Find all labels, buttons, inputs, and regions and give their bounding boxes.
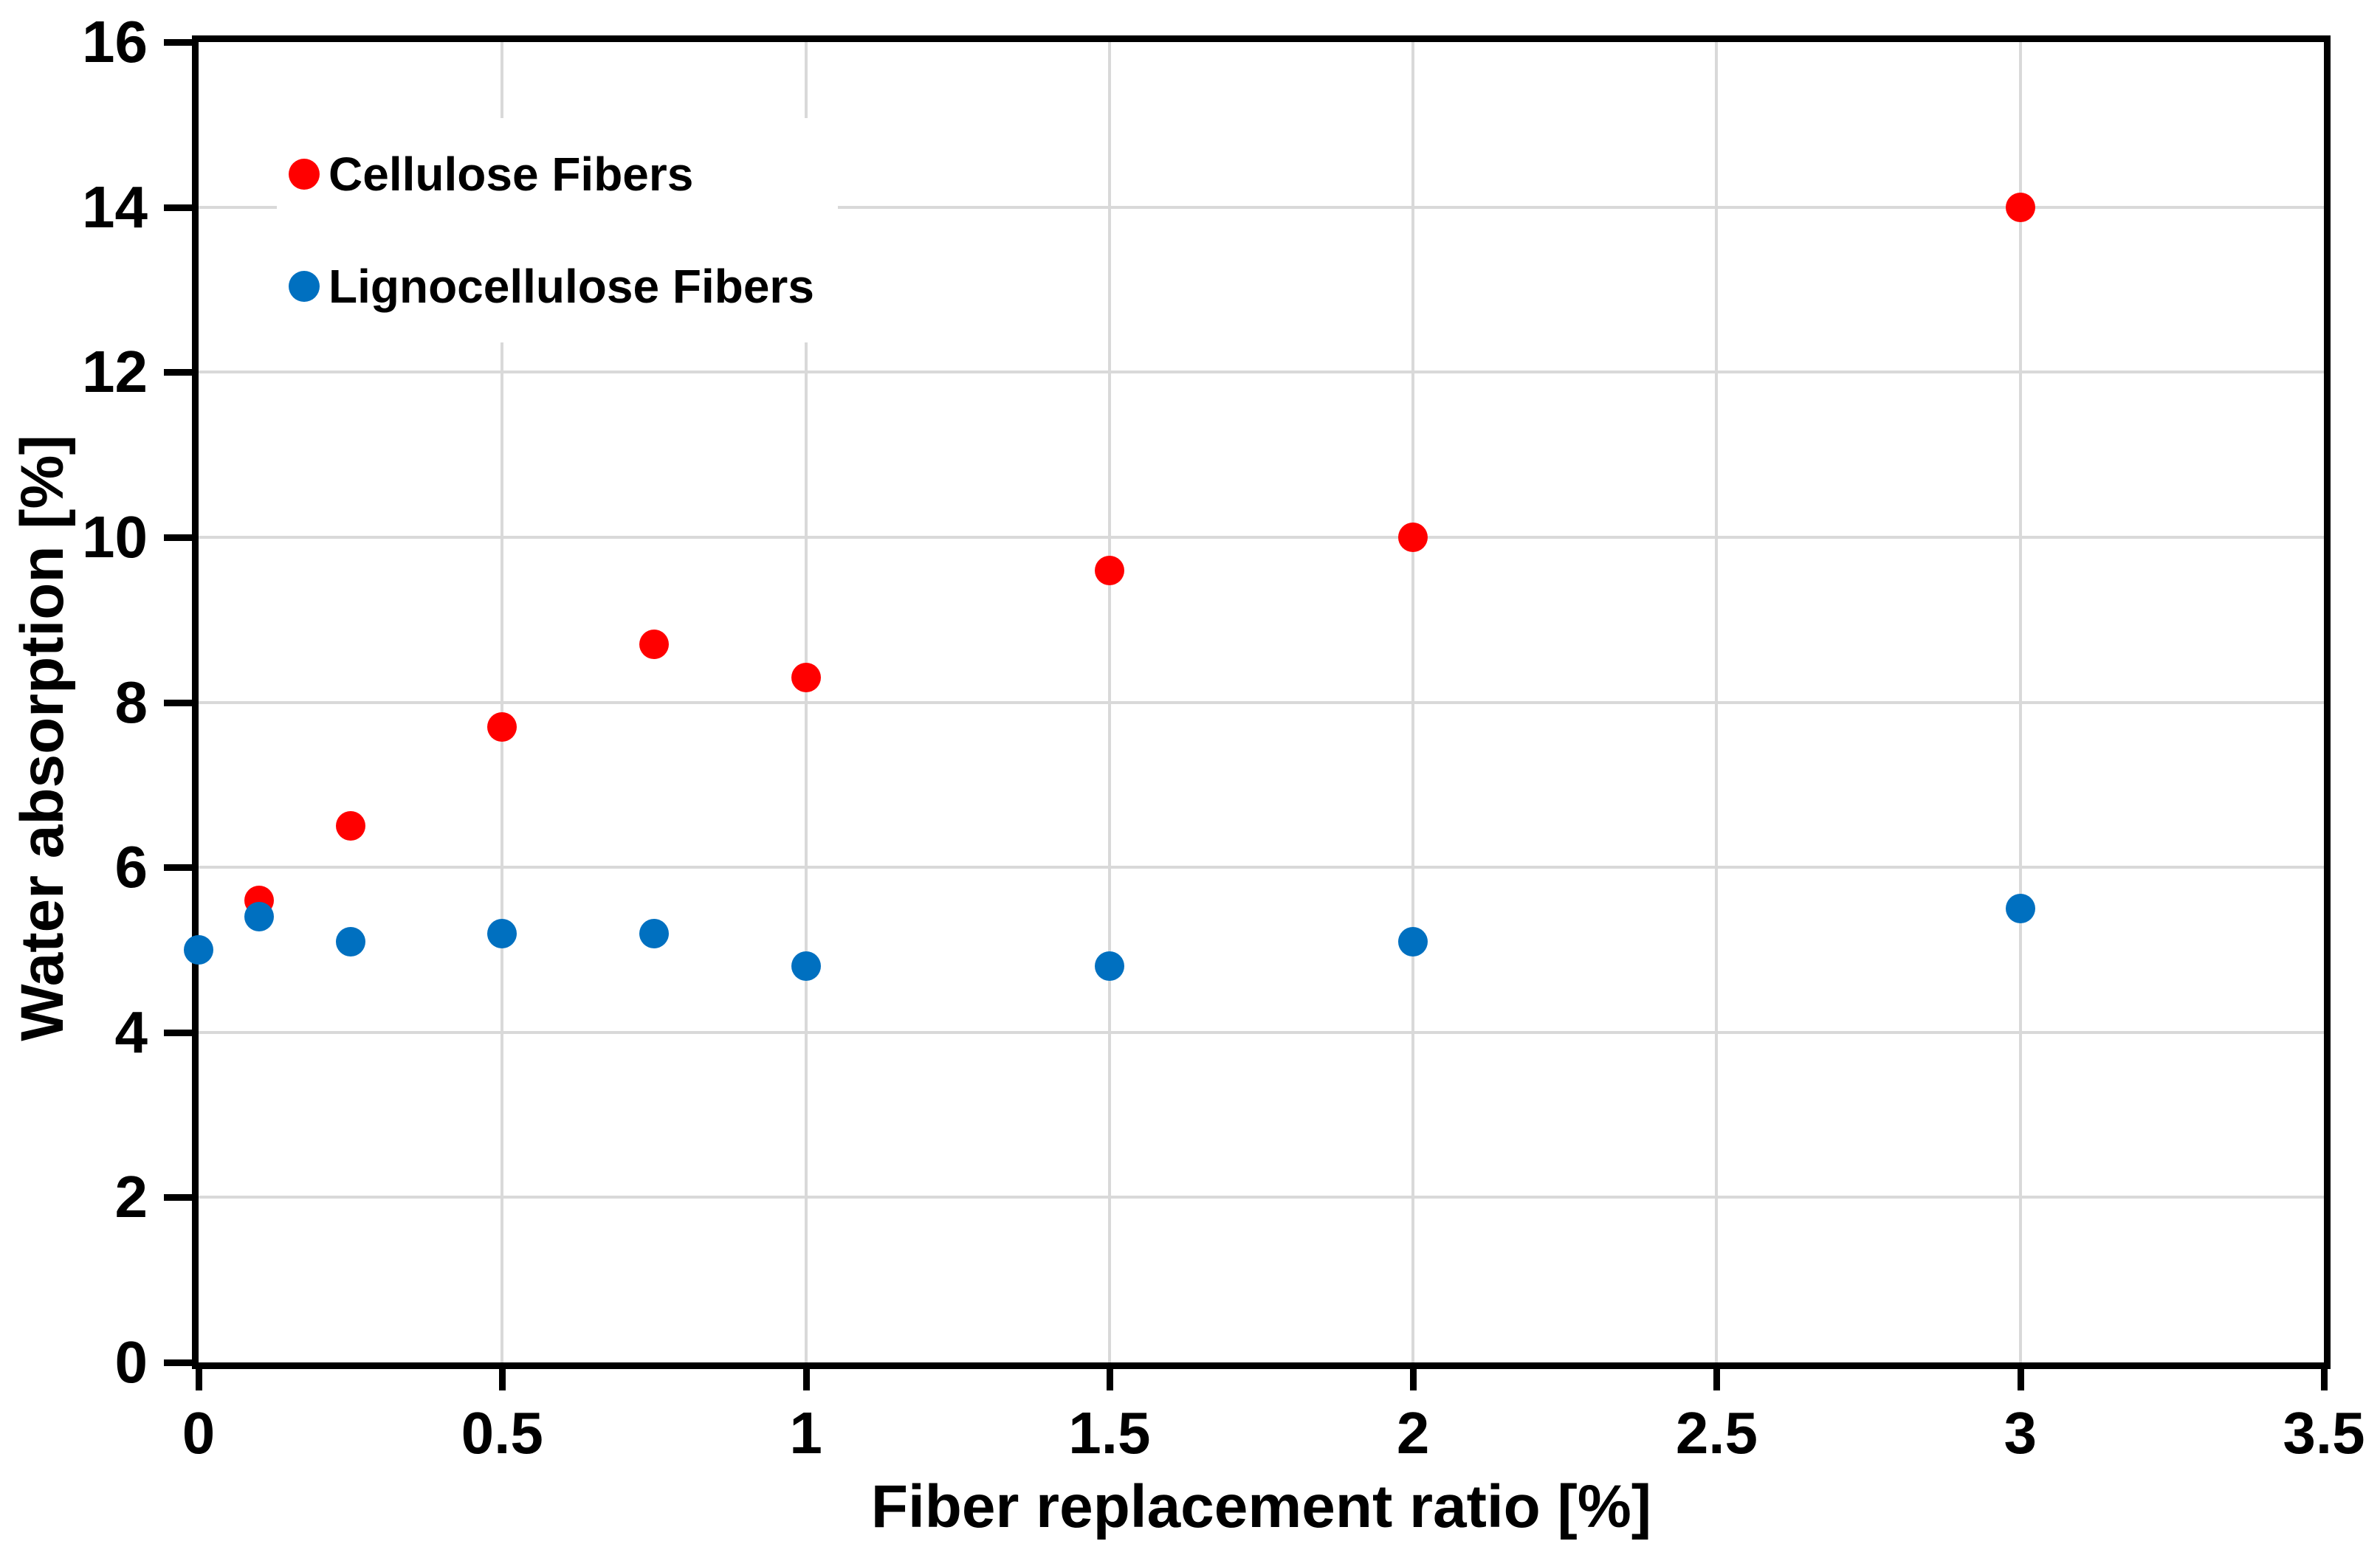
y-axis-tick — [164, 1359, 192, 1366]
y-tick-label: 2 — [114, 1164, 148, 1230]
y-tick-label: 14 — [82, 173, 148, 240]
horizontal-gridline — [199, 1196, 2324, 1199]
x-axis-tick — [196, 1362, 202, 1390]
data-point-lignocellulose-fibers — [184, 934, 213, 965]
data-point-cellulose-fibers — [487, 712, 517, 742]
data-point-cellulose-fibers — [335, 811, 365, 841]
x-axis-tick — [2321, 1362, 2328, 1390]
x-axis-tick — [1410, 1362, 1417, 1390]
x-tick-label: 3.5 — [2283, 1400, 2365, 1466]
legend-marker-circle-icon — [289, 159, 320, 190]
y-tick-label: 16 — [82, 9, 148, 75]
x-tick-label: 1 — [789, 1400, 822, 1466]
data-point-cellulose-fibers — [1398, 522, 1428, 552]
y-axis-tick — [164, 699, 192, 706]
y-axis-tick — [164, 369, 192, 376]
legend-item-lignocellulose-fibers: Lignocellulose Fibers — [277, 230, 838, 342]
x-tick-label: 1.5 — [1068, 1400, 1151, 1466]
data-point-lignocellulose-fibers — [639, 918, 669, 948]
horizontal-gridline — [199, 866, 2324, 869]
y-axis-tick — [164, 1029, 192, 1036]
legend-item-cellulose-fibers: Cellulose Fibers — [277, 118, 838, 230]
x-tick-label: 0 — [182, 1400, 216, 1466]
x-axis-tick — [1106, 1362, 1113, 1390]
x-axis-tick — [802, 1362, 810, 1390]
horizontal-gridline — [199, 700, 2324, 704]
horizontal-gridline — [199, 370, 2324, 374]
x-tick-label: 2 — [1396, 1400, 1430, 1466]
data-point-lignocellulose-fibers — [1398, 926, 1428, 956]
y-tick-label: 10 — [82, 503, 148, 570]
legend-label: Lignocellulose Fibers — [329, 260, 814, 313]
data-point-lignocellulose-fibers — [791, 951, 821, 982]
data-point-cellulose-fibers — [1094, 555, 1124, 585]
horizontal-gridline — [199, 535, 2324, 539]
y-axis-tick — [164, 1194, 192, 1202]
data-point-lignocellulose-fibers — [244, 902, 275, 932]
y-axis-tick — [164, 534, 192, 541]
data-point-lignocellulose-fibers — [487, 918, 517, 948]
data-point-lignocellulose-fibers — [335, 926, 365, 956]
y-axis-tick — [164, 204, 192, 211]
legend-marker-circle-icon — [289, 271, 320, 302]
x-axis-tick — [1713, 1362, 1721, 1390]
data-point-cellulose-fibers — [639, 630, 669, 660]
data-point-cellulose-fibers — [2005, 192, 2035, 222]
legend-label: Cellulose Fibers — [329, 148, 694, 201]
y-axis-tick — [164, 39, 192, 46]
data-point-lignocellulose-fibers — [1094, 951, 1124, 982]
data-point-lignocellulose-fibers — [2005, 894, 2035, 924]
horizontal-gridline — [199, 205, 2324, 209]
y-tick-label: 0 — [114, 1329, 148, 1395]
x-axis-tick — [499, 1362, 506, 1390]
x-axis-tick — [2017, 1362, 2024, 1390]
legend: Cellulose Fibers Lignocellulose Fibers — [277, 118, 838, 342]
y-tick-label: 8 — [114, 669, 148, 735]
data-point-cellulose-fibers — [791, 662, 821, 692]
x-axis-title: Fiber replacement ratio [%] — [870, 1473, 1652, 1540]
y-tick-label: 6 — [114, 834, 148, 900]
y-tick-label: 4 — [114, 999, 148, 1065]
y-axis-title: Water absorption [%] — [9, 435, 76, 1041]
horizontal-gridline — [199, 1030, 2324, 1034]
x-tick-label: 3 — [2004, 1400, 2037, 1466]
y-tick-label: 12 — [82, 339, 148, 405]
plot-area: Fiber replacement ratio [%] 0 0.5 1 1.5 2 2.5… — [82, 9, 2365, 1540]
x-tick-label: 2.5 — [1675, 1400, 1758, 1466]
y-axis-tick — [164, 864, 192, 872]
x-tick-label: 0.5 — [461, 1400, 543, 1466]
